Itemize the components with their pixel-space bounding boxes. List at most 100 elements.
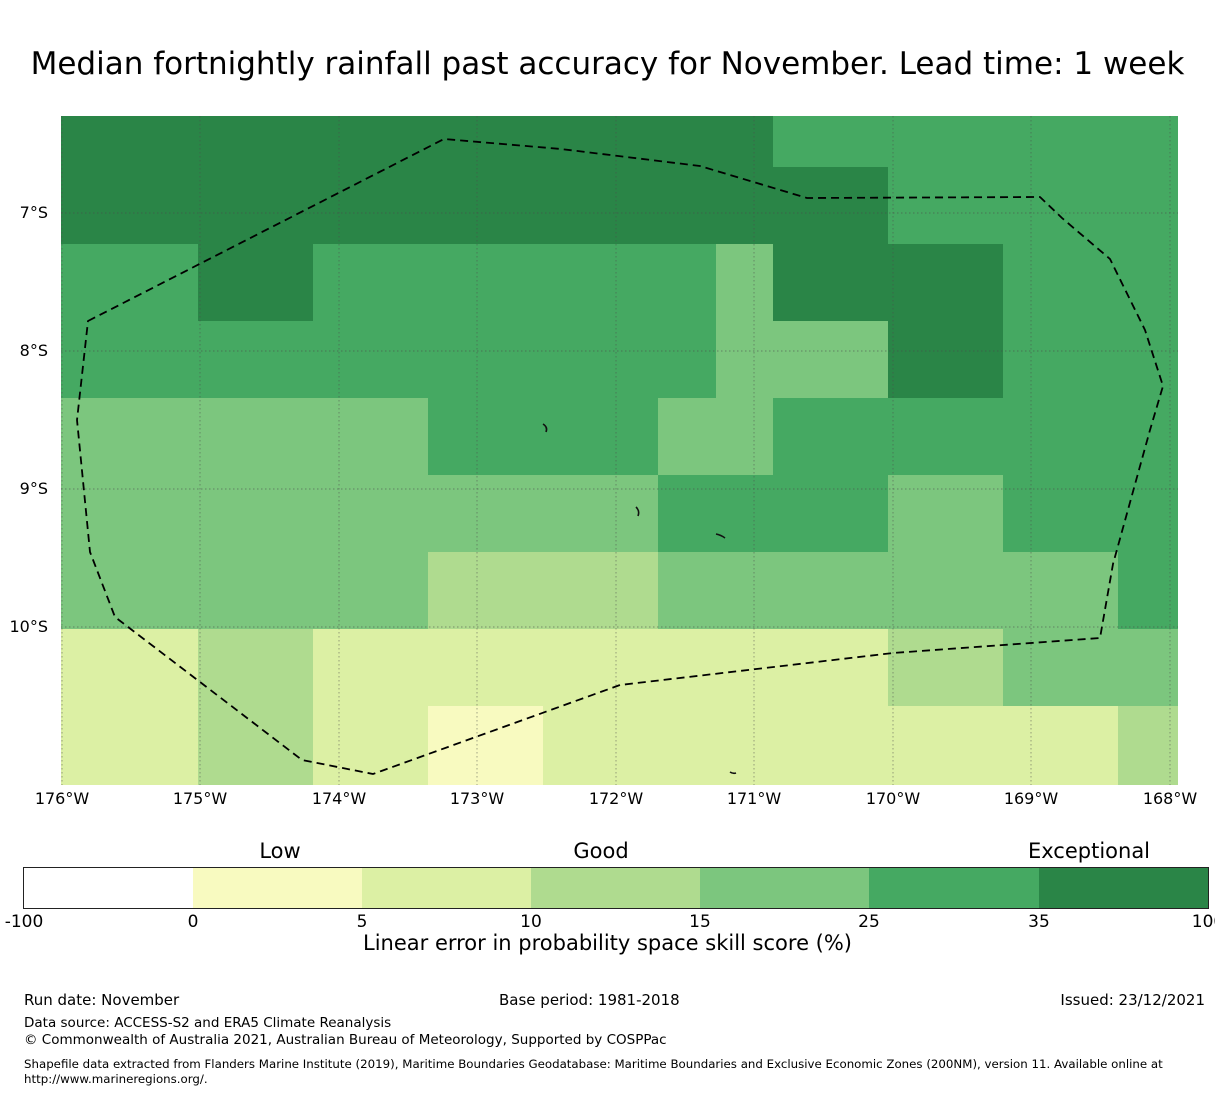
map-cell [83, 475, 140, 552]
map-cell [1061, 244, 1118, 321]
colorbar-tick-label: 10 [520, 912, 542, 932]
x-tick-label: 174°W [311, 789, 367, 808]
map-cell [1061, 552, 1118, 629]
map-cell [140, 244, 198, 321]
base-period-text: Base period: 1981-2018 [499, 991, 680, 1009]
map-cell [198, 321, 255, 398]
map-cell [313, 475, 371, 552]
map-cell [486, 706, 543, 785]
map-cell [543, 167, 601, 244]
map-cell [61, 552, 83, 629]
map-cell [61, 116, 83, 167]
map-cell [601, 706, 658, 785]
map-cell [428, 167, 486, 244]
map-cell [831, 475, 888, 552]
map-cell [658, 116, 716, 167]
map-cell [831, 167, 888, 244]
map-cell [543, 321, 601, 398]
x-tick-label: 176°W [34, 789, 90, 808]
graticule-gridlines [61, 116, 1178, 785]
map-cell [371, 116, 428, 167]
map-cell [658, 706, 716, 785]
x-tick-label: 171°W [726, 789, 782, 808]
map-cell [140, 629, 198, 706]
map-cell [140, 167, 198, 244]
map-cell [83, 552, 140, 629]
island-coastlines [542, 423, 737, 775]
map-cell [313, 398, 371, 475]
map-cell [255, 321, 313, 398]
map-cell [313, 244, 371, 321]
map-cell [486, 475, 543, 552]
map-cell [313, 116, 371, 167]
map-cell [140, 321, 198, 398]
map-cell [1118, 629, 1178, 706]
map-cell [428, 244, 486, 321]
map-cell [888, 475, 946, 552]
colorbar-axis-label: Linear error in probability space skill … [363, 931, 852, 955]
map-cell [601, 398, 658, 475]
colorbar-tick-label: 35 [1028, 912, 1050, 932]
map-cell [946, 629, 1003, 706]
map-cell [486, 552, 543, 629]
map-cell [716, 475, 773, 552]
shapefile-attribution-line2: http://www.marineregions.org/. [24, 1072, 208, 1086]
map-cell [831, 321, 888, 398]
map-cell [946, 475, 1003, 552]
run-date-text: Run date: November [24, 991, 180, 1009]
map-cell [371, 706, 428, 785]
map-cell [313, 552, 371, 629]
map-cell [601, 167, 658, 244]
map-cell [371, 552, 428, 629]
map-cell [83, 398, 140, 475]
colorbar-tick-label: 0 [187, 912, 199, 932]
map-cell [716, 706, 773, 785]
map-cell [946, 116, 1003, 167]
map-cell [486, 629, 543, 706]
colorbar-segment [531, 868, 700, 908]
map-cell [946, 244, 1003, 321]
map-cell [773, 167, 831, 244]
island-mark [542, 423, 548, 433]
map-cell [888, 244, 946, 321]
map-cell [1003, 552, 1061, 629]
map-cell [313, 629, 371, 706]
map-cell [1118, 706, 1178, 785]
copyright-text: © Commonwealth of Australia 2021, Austra… [24, 1032, 667, 1048]
map-cell [371, 244, 428, 321]
map-cell [1118, 398, 1178, 475]
map-cell [773, 552, 831, 629]
map-cell [888, 321, 946, 398]
colorbar-tick-label: 15 [689, 912, 711, 932]
map-cell [371, 629, 428, 706]
map-cell [773, 244, 831, 321]
map-cell [658, 552, 716, 629]
colorbar-segment [1039, 868, 1208, 908]
map-cell [773, 116, 831, 167]
map-cell [1003, 167, 1061, 244]
map-cell [658, 167, 716, 244]
map-cell [888, 167, 946, 244]
map-cell [773, 398, 831, 475]
map-cell [61, 244, 83, 321]
map-cell [543, 552, 601, 629]
map-cell [946, 706, 1003, 785]
map-cell [1003, 398, 1061, 475]
y-tick-label: 7°S [19, 203, 48, 222]
map-cell [198, 244, 255, 321]
map-cell [198, 116, 255, 167]
map-cell [1061, 167, 1118, 244]
map-cell [601, 552, 658, 629]
map-cell [428, 552, 486, 629]
map-cell [1118, 321, 1178, 398]
map-cell [946, 321, 1003, 398]
colorbar-tick-label: 5 [356, 912, 368, 932]
map-cell [198, 167, 255, 244]
map-cell [313, 321, 371, 398]
map-cell [255, 244, 313, 321]
map-cell [831, 552, 888, 629]
map-cell [1118, 244, 1178, 321]
x-tick-label: 169°W [1003, 789, 1059, 808]
map-cell [658, 321, 716, 398]
map-cell [255, 552, 313, 629]
